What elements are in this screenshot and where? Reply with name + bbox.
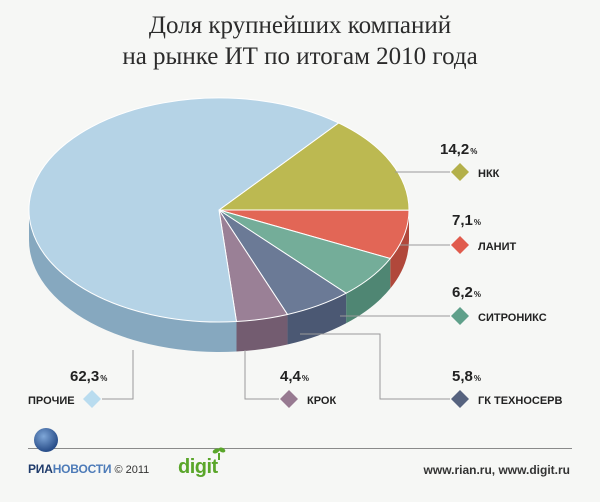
slice-value-unit-0: %: [470, 147, 477, 156]
footer-divider: [28, 448, 572, 449]
pie-side-3: [287, 293, 347, 345]
chart-title-line1: Доля крупнейших компаний: [148, 12, 452, 39]
pie-side-5: [29, 210, 237, 352]
slice-value-number-3: 5,8: [452, 368, 473, 385]
slice-value-unit-1: %: [474, 218, 481, 227]
slice-name-4: КРОК: [307, 395, 336, 407]
ria-brand-part1: РИА: [28, 462, 53, 476]
chart-title-line2: на рынке ИТ по итогам 2010 года: [122, 43, 478, 70]
slice-value-3: 5,8%: [452, 368, 481, 385]
pie-slice-5: [28, 97, 340, 323]
slice-name-5: ПРОЧИЕ: [28, 395, 75, 407]
slice-value-4: 4,4%: [280, 368, 309, 385]
chart-title: Доля крупнейших компаний на рынке ИТ по …: [0, 10, 600, 72]
digit-logo: digit: [178, 456, 218, 478]
slice-value-unit-2: %: [474, 290, 481, 299]
source-urls: www.rian.ru, www.digit.ru: [423, 463, 570, 477]
slice-value-number-1: 7,1: [452, 212, 473, 229]
pie-slice-0: [217, 122, 410, 211]
ria-globe-icon: [34, 428, 58, 452]
legend-marker-2: [451, 307, 469, 325]
copyright-text: © 2011: [114, 464, 150, 476]
legend-marker-0: [451, 163, 469, 181]
ria-brand-part2: НОВОСТИ: [52, 462, 112, 476]
slice-value-number-5: 62,3: [70, 368, 99, 385]
slice-value-number-0: 14,2: [440, 141, 469, 158]
leader-line-3: [300, 333, 450, 400]
pie-side-2: [346, 258, 391, 324]
slice-value-number-2: 6,2: [452, 284, 473, 301]
leader-line-4: [244, 350, 279, 400]
pie-side-1: [390, 210, 409, 289]
slice-value-1: 7,1%: [452, 212, 481, 229]
slice-value-unit-3: %: [474, 374, 481, 383]
slice-value-5: 62,3%: [70, 368, 107, 385]
ria-footer: РИАНОВОСТИ © 2011: [28, 462, 149, 476]
legend-marker-4: [280, 390, 298, 408]
leader-lines: [102, 171, 450, 400]
leader-line-5: [102, 350, 134, 400]
sprout-icon: [212, 447, 226, 460]
slice-value-0: 14,2%: [440, 141, 477, 158]
pie-side-4: [236, 314, 288, 352]
slice-value-2: 6,2%: [452, 284, 481, 301]
pie-top: [28, 97, 410, 323]
pie-sides: [29, 210, 409, 352]
legend-marker-1: [451, 236, 469, 254]
slice-name-1: ЛАНИТ: [478, 241, 517, 253]
slice-name-3: ГК ТЕХНОСЕРВ: [478, 395, 563, 407]
slice-value-unit-4: %: [302, 374, 309, 383]
slice-value-number-4: 4,4: [280, 368, 302, 385]
legend-marker-3: [451, 390, 469, 408]
slice-name-0: НКК: [478, 168, 500, 180]
slice-name-2: СИТРОНИКС: [478, 312, 547, 324]
slice-value-unit-5: %: [100, 374, 107, 383]
legend-marker-5: [83, 390, 101, 408]
